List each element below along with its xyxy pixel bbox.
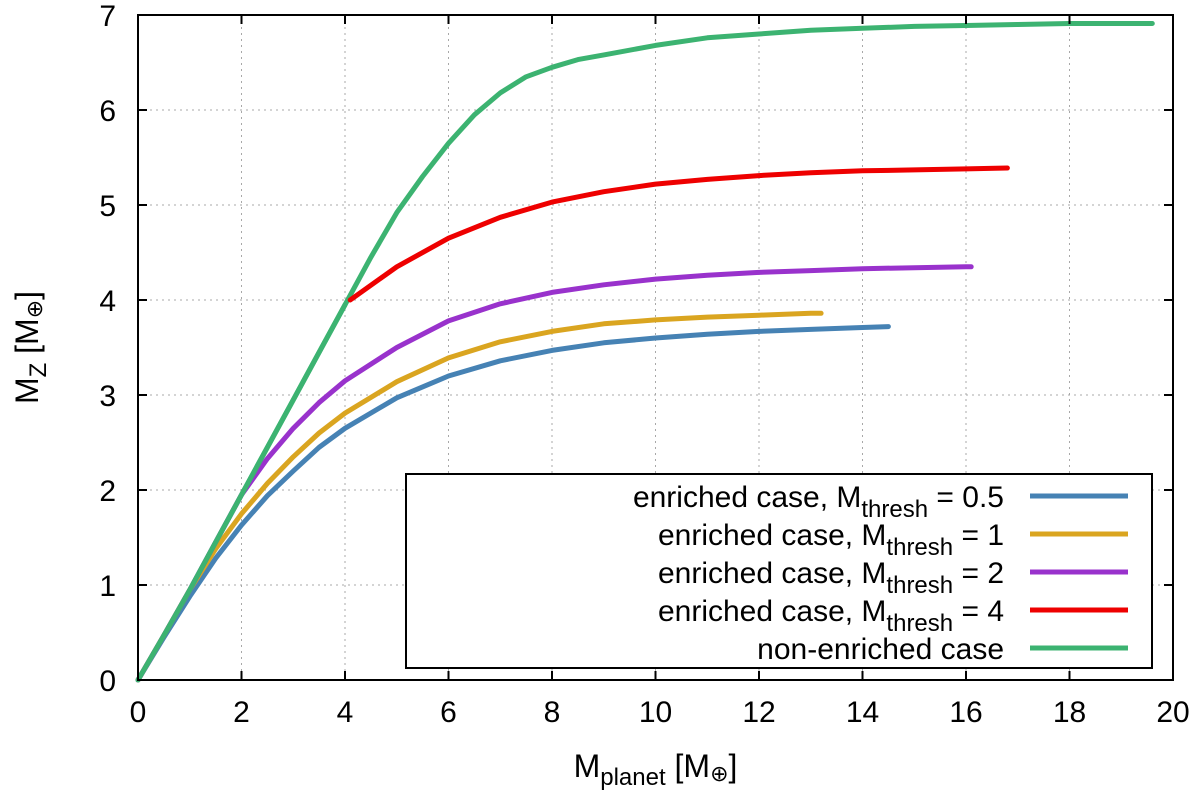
x-tick-label: 14 bbox=[846, 696, 879, 729]
legend-label-pre: enriched case, M bbox=[658, 595, 886, 628]
x-tick-label: 2 bbox=[233, 696, 250, 729]
legend-label-pre: enriched case, M bbox=[633, 481, 861, 514]
x-tick-label: 12 bbox=[742, 696, 775, 729]
legend-label-pre: enriched case, M bbox=[658, 557, 886, 590]
legend-label-post: = 1 bbox=[953, 519, 1004, 552]
x-axis-label-close: ] bbox=[729, 748, 738, 784]
y-tick-label: 3 bbox=[99, 380, 116, 413]
y-tick-label: 6 bbox=[99, 95, 116, 128]
y-axis-label-close: ] bbox=[9, 291, 45, 300]
x-axis-label-sub: planet bbox=[600, 764, 666, 791]
y-axis-label-rest: [M bbox=[9, 318, 45, 362]
x-tick-label: 10 bbox=[639, 696, 672, 729]
y-tick-label: 4 bbox=[99, 285, 116, 318]
legend-label-post: = 0.5 bbox=[928, 481, 1004, 514]
x-tick-label: 18 bbox=[1053, 696, 1086, 729]
legend-label-2: enriched case, Mthresh = 2 bbox=[658, 557, 1004, 599]
x-tick-label: 8 bbox=[544, 696, 561, 729]
x-axis-label: Mplanet [M⊕] bbox=[574, 748, 738, 791]
legend-label-sub: thresh bbox=[886, 610, 953, 637]
y-axis-label-sub: Z bbox=[25, 363, 52, 378]
y-tick-label: 7 bbox=[99, 0, 116, 33]
series-line-4-overlay bbox=[135, 302, 348, 683]
y-axis-label-sym: ⊕ bbox=[22, 300, 47, 318]
series-layer bbox=[135, 21, 1155, 683]
legend-label-sub: thresh bbox=[861, 496, 928, 523]
series-line-0 bbox=[135, 324, 891, 683]
legend-box bbox=[405, 473, 1153, 669]
legend-label-1: enriched case, Mthresh = 1 bbox=[658, 519, 1004, 561]
legend-label-sub: thresh bbox=[886, 572, 953, 599]
x-axis-label-rest: [M bbox=[666, 748, 710, 784]
legend-label-post: = 2 bbox=[953, 557, 1004, 590]
legend-label-0: enriched case, Mthresh = 0.5 bbox=[633, 481, 1004, 523]
x-axis-label-sym: ⊕ bbox=[710, 761, 728, 786]
y-axis-label: MZ [M⊕] bbox=[9, 291, 52, 404]
y-axis-label-main: M bbox=[9, 377, 45, 404]
legend-label-pre: enriched case, M bbox=[658, 519, 886, 552]
x-axis-label-main: M bbox=[574, 748, 601, 784]
x-tick-label: 16 bbox=[949, 696, 982, 729]
x-tick-label: 0 bbox=[130, 696, 147, 729]
y-tick-label: 2 bbox=[99, 475, 116, 508]
legend-label-sub: thresh bbox=[886, 534, 953, 561]
y-tick-label: 5 bbox=[99, 190, 116, 223]
legend-label-post: = 4 bbox=[953, 595, 1004, 628]
series-line-1 bbox=[135, 310, 824, 683]
y-tick-label: 0 bbox=[99, 665, 116, 698]
legend-label-pre: non-enriched case bbox=[757, 633, 1004, 666]
x-tick-label: 20 bbox=[1156, 696, 1189, 729]
x-tick-label: 4 bbox=[337, 696, 354, 729]
legend-label-3: enriched case, Mthresh = 4 bbox=[658, 595, 1004, 637]
series-line-3 bbox=[347, 165, 1010, 303]
x-tick-label: 6 bbox=[440, 696, 457, 729]
legend-label-4: non-enriched case bbox=[757, 633, 1004, 666]
y-tick-label: 1 bbox=[99, 570, 116, 603]
